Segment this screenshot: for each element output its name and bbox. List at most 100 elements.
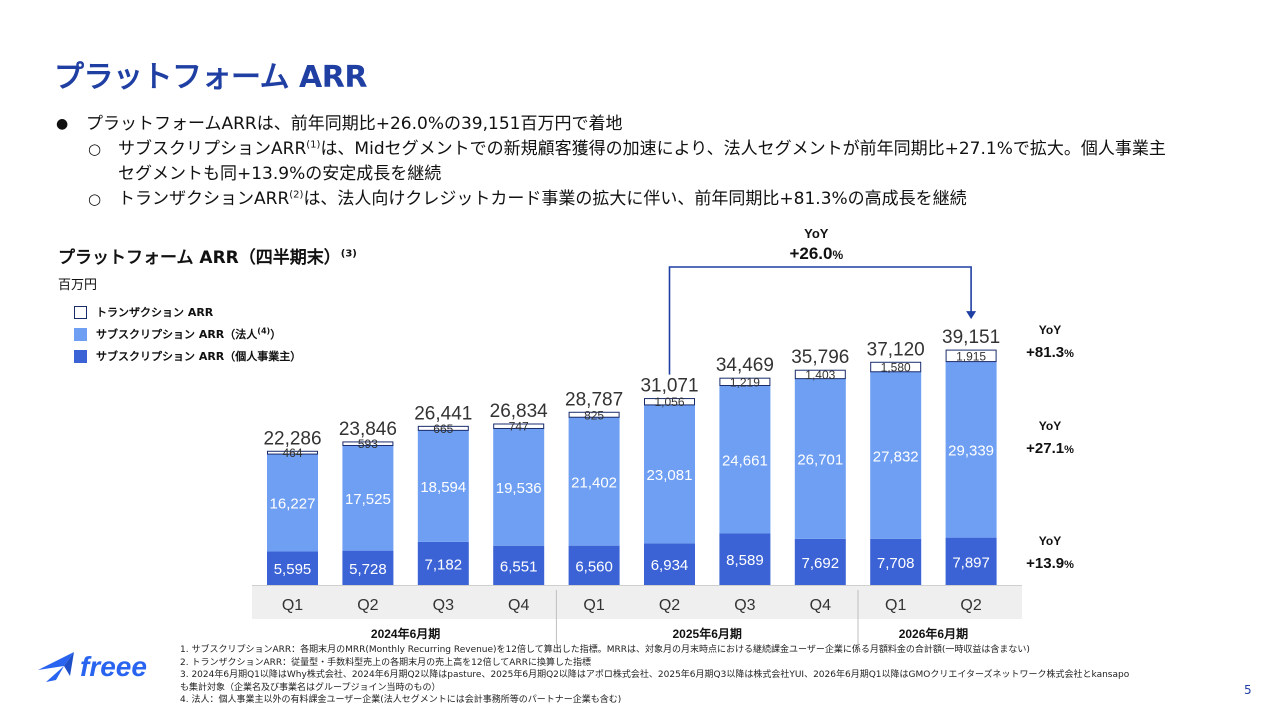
logo-text: freee <box>80 651 147 682</box>
chart-title: プラットフォーム ARR（四半期末）(3) <box>58 243 357 268</box>
legend-label-corporate-tail: ） <box>270 328 282 341</box>
bar-transaction <box>568 411 620 418</box>
value-label-total: 39,151 <box>942 327 1000 348</box>
value-label-total: 37,120 <box>867 339 925 360</box>
footnote-3-cont: も集計対象（企業名及び事業名はグループジョイン当時のもの） <box>180 682 441 693</box>
bar-individual <box>417 541 469 585</box>
value-label-corporate: 19,536 <box>496 480 542 497</box>
legend-swatch-corporate <box>74 328 87 341</box>
bar-transaction <box>493 423 545 429</box>
bar-corporate <box>719 385 771 534</box>
bar-individual <box>644 543 695 585</box>
bullet-sub-transaction: ○ トランザクションARR(2)は、法人向けクレジットカード事業の拡大に伴い、前… <box>56 187 1246 212</box>
total-yoy-value: +26.0% <box>789 244 843 263</box>
value-label-transaction: 1,580 <box>881 361 911 375</box>
footnote-ref: (4) <box>257 326 271 336</box>
bar-transaction <box>417 425 469 431</box>
yoy-connector <box>668 266 972 375</box>
value-label-total: 35,796 <box>791 347 849 368</box>
x-tick-label: Q3 <box>734 597 755 614</box>
value-label-individual: 5,728 <box>349 561 387 578</box>
value-label-transaction: 1,915 <box>956 349 986 363</box>
legend-label-corporate: サブスクリプション ARR（法人 <box>96 328 258 341</box>
bar-individual <box>342 550 394 585</box>
value-label-individual: 7,897 <box>952 554 990 571</box>
value-label-corporate: 24,661 <box>722 452 768 469</box>
legend-label-transaction: トランザクション ARR <box>96 306 214 319</box>
value-label-corporate: 18,594 <box>420 479 466 496</box>
bar-corporate <box>417 430 469 542</box>
footnote-ref: (2) <box>289 189 304 201</box>
bullet-main-text: プラットフォームARRは、前年同期比+26.0%の39,151百万円で着地 <box>86 114 623 134</box>
bar-individual <box>568 545 620 585</box>
footnote-ref: (3) <box>340 248 357 260</box>
legend-item-individual: サブスクリプション ARR（個人事業主） <box>74 350 301 372</box>
yoy-arrowhead-icon <box>966 311 977 320</box>
footnote-ref: (1) <box>306 139 321 151</box>
series-yoy-label: YoY <box>1039 323 1061 337</box>
series-yoy-value: +13.9% <box>1026 555 1074 572</box>
value-label-transaction: 1,403 <box>805 368 835 382</box>
value-label-individual: 5,595 <box>274 561 312 578</box>
bar-individual <box>719 533 771 585</box>
footnote-4: 4. 法人：個人事業主以外の有料課金ユーザー企業(法人セグメントには会計事務所等… <box>180 695 622 705</box>
fiscal-year-label: 2026年6月期 <box>899 626 968 641</box>
bar-transaction <box>870 361 922 373</box>
value-label-corporate: 17,525 <box>345 491 391 508</box>
bar-individual <box>870 538 922 585</box>
value-label-individual: 7,182 <box>425 556 463 573</box>
x-tick-label: Q2 <box>357 597 378 614</box>
bar-individual <box>794 538 846 585</box>
value-label-transaction: 825 <box>584 408 604 422</box>
freee-logo: freee <box>38 651 147 682</box>
value-label-corporate: 27,832 <box>873 448 919 465</box>
value-label-transaction: 665 <box>433 422 453 436</box>
bullet-sub1-cont-text: セグメントも同+13.9%の安定成長を継続 <box>118 164 442 184</box>
value-label-transaction: 1,056 <box>654 395 684 409</box>
bar-corporate <box>342 445 394 551</box>
value-label-transaction: 593 <box>358 437 378 451</box>
x-tick-label: Q2 <box>659 597 680 614</box>
x-tick-label: Q1 <box>583 597 604 614</box>
value-label-total: 31,071 <box>640 376 698 397</box>
value-label-total: 22,286 <box>263 428 321 449</box>
value-label-total: 28,787 <box>565 389 623 410</box>
value-label-total: 26,441 <box>414 403 472 424</box>
series-yoy-label: YoY <box>1039 534 1061 548</box>
bar-individual <box>493 545 545 585</box>
x-tick-label: Q1 <box>885 597 906 614</box>
chart-title-text: プラットフォーム ARR（四半期末） <box>58 248 341 268</box>
bullet-sub2-text: は、法人向けクレジットカード事業の拡大に伴い、前年同期比+81.3%の高成長を継… <box>303 189 967 209</box>
value-label-corporate: 16,227 <box>270 496 316 513</box>
value-label-corporate: 26,701 <box>797 452 843 469</box>
bar-corporate <box>794 378 846 539</box>
value-label-corporate: 23,081 <box>647 467 693 484</box>
value-label-transaction: 1,219 <box>730 375 760 389</box>
value-label-corporate: 21,402 <box>571 474 617 491</box>
series-yoy-value: +81.3% <box>1026 344 1074 361</box>
x-tick-label: Q4 <box>810 597 831 614</box>
chart-unit: 百万円 <box>58 278 98 293</box>
bullet-circle-icon: ○ <box>88 140 102 158</box>
bar-transaction <box>342 441 394 446</box>
fiscal-year-label: 2024年6月期 <box>371 626 440 641</box>
value-label-total: 26,834 <box>490 401 549 422</box>
bar-corporate <box>644 404 695 544</box>
value-label-transaction: 464 <box>282 446 302 460</box>
value-label-individual: 7,708 <box>877 555 915 572</box>
x-tick-label: Q4 <box>508 597 529 614</box>
series-yoy-label: YoY <box>1039 419 1061 433</box>
fiscal-year-label: 2025年6月期 <box>673 626 742 641</box>
bar-corporate <box>945 361 997 538</box>
bar-transaction <box>719 377 771 387</box>
bar-corporate <box>870 371 922 539</box>
bird-icon <box>38 652 74 682</box>
bullet-circle-icon: ○ <box>88 190 102 208</box>
footnotes: 1. サブスクリプションARR：各期末月のMRR(Monthly Recurri… <box>180 644 1240 707</box>
value-label-individual: 7,692 <box>802 555 840 572</box>
legend-label-individual: サブスクリプション ARR（個人事業主） <box>96 350 302 363</box>
chart-legend: トランザクション ARR サブスクリプション ARR（法人(4)） サブスクリプ… <box>74 306 301 372</box>
page-title: プラットフォーム ARR <box>54 60 367 95</box>
bullet-sub-subscription: ○ サブスクリプションARR(1)は、Midセグメントでの新規顧客獲得の加速によ… <box>56 137 1246 162</box>
